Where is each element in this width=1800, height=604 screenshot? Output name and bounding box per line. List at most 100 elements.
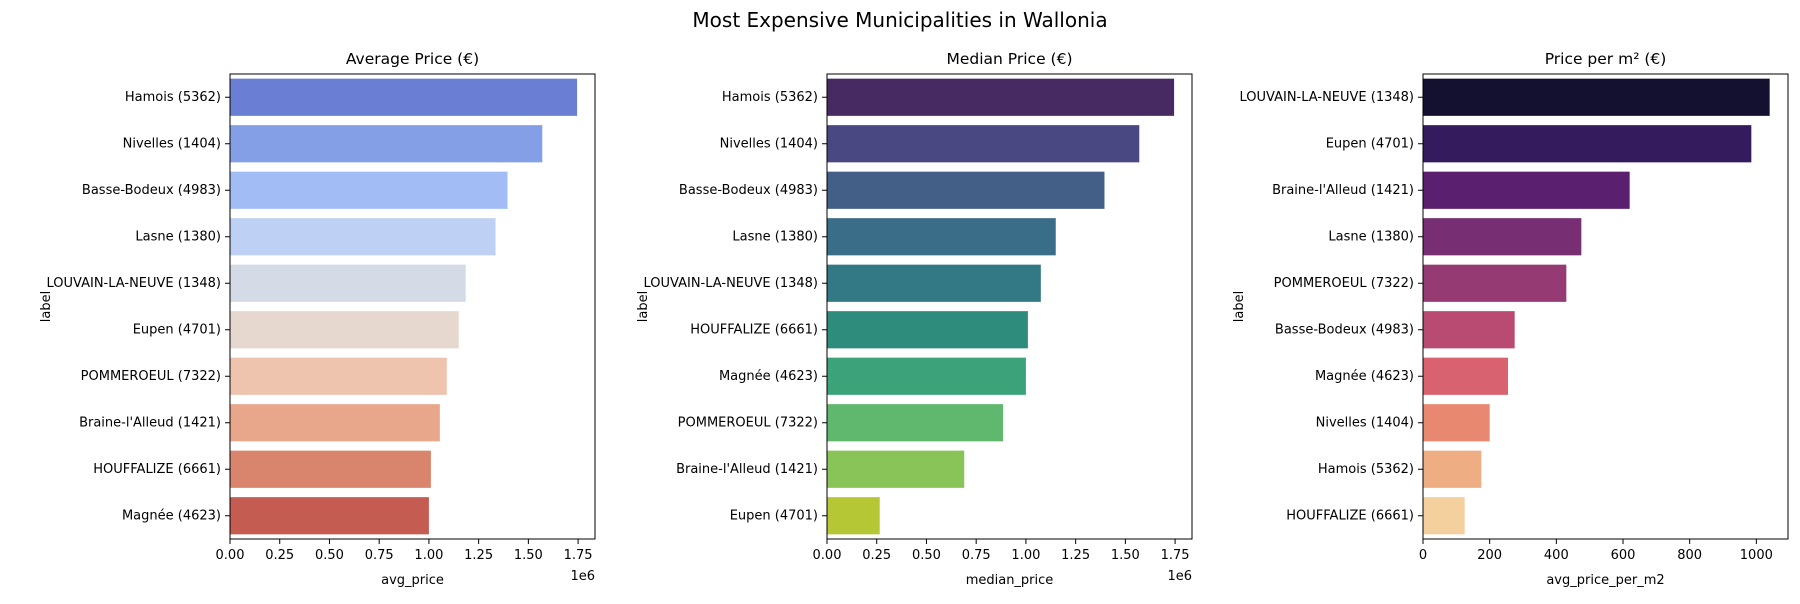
bar — [230, 450, 431, 488]
bar — [230, 171, 508, 209]
price-per-m2-chart: LOUVAIN-LA-NEUVE (1348) Eupen (4701) Brain… — [1232, 50, 1789, 588]
y-tick-label: Hamois (5362) — [722, 90, 818, 105]
bar — [1423, 357, 1508, 395]
bar — [827, 497, 880, 535]
bar — [1423, 125, 1752, 163]
y-tick-label: Eupen (4701) — [730, 508, 818, 523]
y-tick-label: Basse-Bodeux (4983) — [82, 183, 221, 198]
y-tick-label: Hamois (5362) — [1318, 462, 1414, 477]
y-axis-label: label — [39, 291, 54, 322]
bar — [827, 264, 1041, 302]
x-tick-label: 0.25 — [862, 548, 891, 563]
y-tick-label: Nivelles (1404) — [123, 136, 221, 151]
y-tick-label: Braine-l'Alleud (1421) — [1272, 183, 1414, 198]
y-axis-label: label — [1232, 291, 1247, 322]
y-tick-label: Magnée (4623) — [122, 508, 221, 523]
bar — [230, 125, 543, 163]
bar — [827, 357, 1026, 395]
y-tick-label: HOUFFALIZE (6661) — [690, 322, 818, 337]
median-price-chart: Hamois (5362) Nivelles (1404) Basse-Bodeux… — [636, 50, 1193, 588]
bar — [1423, 450, 1482, 488]
bar — [1423, 171, 1630, 209]
y-tick-label: HOUFFALIZE (6661) — [93, 462, 221, 477]
y-tick-label: Eupen (4701) — [133, 322, 221, 337]
x-tick-label: 0.00 — [813, 548, 842, 563]
bar — [1423, 311, 1515, 349]
x-tick-label: 400 — [1544, 548, 1569, 563]
x-tick-label: 1.75 — [1161, 548, 1190, 563]
y-tick-label: POMMEROEUL (7322) — [1274, 276, 1414, 291]
x-axis-label: avg_price_per_m2 — [1546, 573, 1664, 588]
y-axis-label: label — [636, 291, 651, 322]
axes-frame — [1422, 73, 1789, 540]
bar — [827, 311, 1028, 349]
bar — [230, 264, 466, 302]
x-tick-label: 0.75 — [365, 548, 394, 563]
y-tick-label: HOUFFALIZE (6661) — [1286, 508, 1414, 523]
x-tick-label: 1.25 — [464, 548, 493, 563]
x-axis-offset-label: 1e6 — [570, 569, 595, 584]
x-tick-label: 0.50 — [912, 548, 941, 563]
x-tick-label: 1.50 — [1111, 548, 1140, 563]
y-tick-label: Magnée (4623) — [719, 369, 818, 384]
y-tick-label: Nivelles (1404) — [1316, 415, 1414, 430]
chart-title: Price per m² (€) — [1545, 50, 1667, 68]
y-tick-label: Lasne (1380) — [732, 229, 818, 244]
x-tick-label: 1.00 — [1011, 548, 1040, 563]
y-tick-label: Hamois (5362) — [125, 90, 221, 105]
y-tick-label: Basse-Bodeux (4983) — [679, 183, 818, 198]
bar — [1423, 497, 1465, 535]
x-axis-label: median_price — [966, 573, 1054, 588]
x-tick-label: 1.00 — [414, 548, 443, 563]
y-tick-label: Eupen (4701) — [1326, 136, 1414, 151]
y-tick-label: Lasne (1380) — [1328, 229, 1414, 244]
x-tick-label: 1.25 — [1061, 548, 1090, 563]
y-tick-label: POMMEROEUL (7322) — [678, 415, 818, 430]
y-tick-label: Braine-l'Alleud (1421) — [676, 462, 818, 477]
bar — [230, 311, 459, 349]
y-tick-label: Braine-l'Alleud (1421) — [79, 415, 221, 430]
bar — [230, 404, 440, 442]
bar — [827, 125, 1140, 163]
x-axis-offset-label: 1e6 — [1167, 569, 1192, 584]
x-tick-label: 0.00 — [216, 548, 245, 563]
y-tick-label: Basse-Bodeux (4983) — [1275, 322, 1414, 337]
y-tick-label: Lasne (1380) — [135, 229, 221, 244]
bar — [230, 497, 429, 535]
bar — [827, 78, 1175, 116]
y-tick-label: Nivelles (1404) — [720, 136, 818, 151]
x-tick-label: 200 — [1477, 548, 1502, 563]
figure-title: Most Expensive Municipalities in Walloni… — [692, 8, 1107, 32]
chart-title: Median Price (€) — [947, 50, 1073, 68]
bar — [230, 357, 447, 395]
y-tick-label: POMMEROEUL (7322) — [81, 369, 221, 384]
y-tick-label: Magnée (4623) — [1315, 369, 1414, 384]
bar — [1423, 78, 1770, 116]
x-tick-label: 1.75 — [564, 548, 593, 563]
chart-title: Average Price (€) — [346, 50, 479, 68]
x-axis-label: avg_price — [381, 573, 444, 588]
x-tick-label: 0 — [1419, 548, 1427, 563]
bar — [827, 450, 965, 488]
x-tick-label: 0.50 — [315, 548, 344, 563]
axes-frame — [229, 73, 596, 540]
x-tick-label: 800 — [1677, 548, 1702, 563]
y-tick-label: LOUVAIN-LA-NEUVE (1348) — [644, 276, 819, 291]
x-tick-label: 1.50 — [514, 548, 543, 563]
x-tick-label: 600 — [1611, 548, 1636, 563]
average-price-chart: Hamois (5362) Nivelles (1404) Basse-Bodeux… — [39, 50, 596, 588]
bar — [827, 218, 1056, 256]
bar — [230, 78, 578, 116]
x-tick-label: 0.25 — [265, 548, 294, 563]
bar — [230, 218, 496, 256]
bar — [1423, 264, 1567, 302]
x-tick-label: 1000 — [1740, 548, 1773, 563]
bar — [827, 404, 1004, 442]
y-tick-label: LOUVAIN-LA-NEUVE (1348) — [1240, 90, 1415, 105]
y-tick-label: LOUVAIN-LA-NEUVE (1348) — [47, 276, 222, 291]
axes-frame — [826, 73, 1193, 540]
x-tick-label: 0.75 — [962, 548, 991, 563]
bar — [1423, 218, 1582, 256]
